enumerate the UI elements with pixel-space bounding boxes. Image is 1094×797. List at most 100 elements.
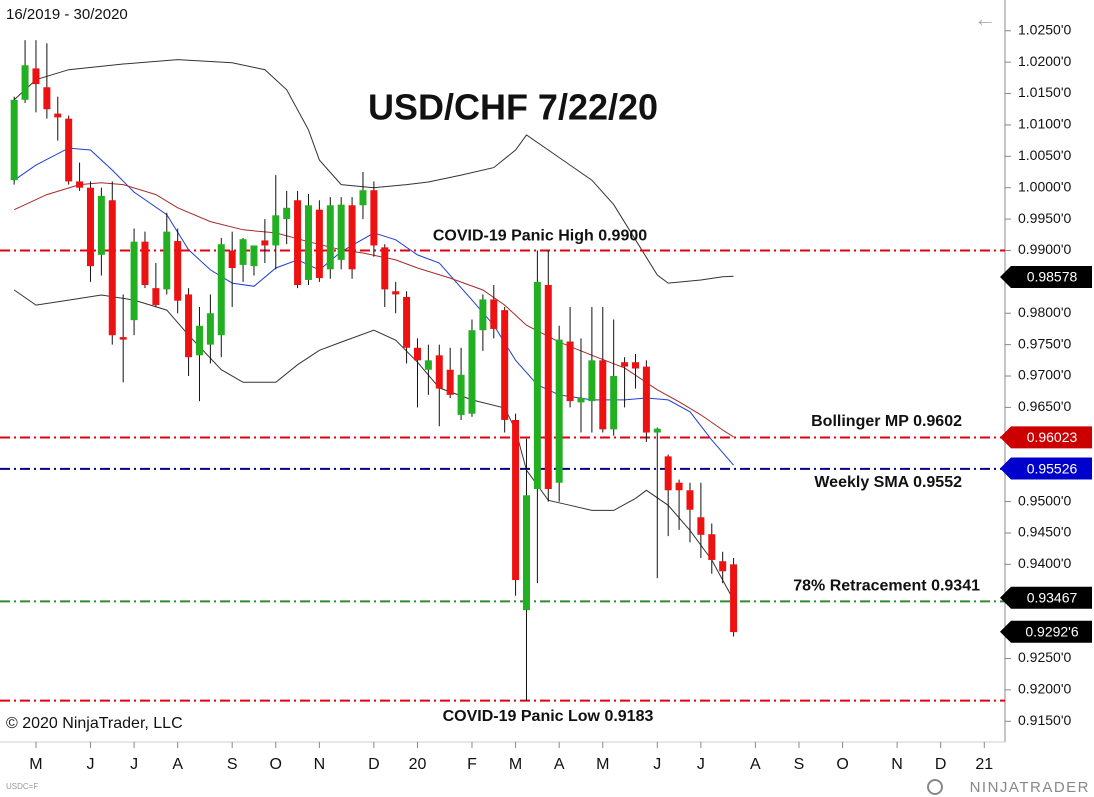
candle-body bbox=[326, 205, 334, 270]
candle-body bbox=[730, 564, 738, 633]
y-tick-label: 1.0200'0 bbox=[1018, 53, 1071, 69]
x-tick-label: M bbox=[29, 756, 42, 773]
y-tick-label: 0.9500'0 bbox=[1018, 492, 1071, 508]
price-marker-label: 0.96023 bbox=[1027, 429, 1078, 445]
date-range: 16/2019 - 30/2020 bbox=[6, 6, 128, 23]
y-tick-label: 0.9400'0 bbox=[1018, 555, 1071, 571]
candle-body bbox=[631, 362, 639, 369]
level-label: Bollinger MP 0.9602 bbox=[811, 413, 962, 430]
candle-body bbox=[512, 419, 520, 581]
candle-body bbox=[533, 281, 541, 490]
candle-body bbox=[304, 205, 312, 280]
x-tick-label: D bbox=[368, 756, 380, 773]
candle-body bbox=[250, 245, 258, 267]
candle-body bbox=[413, 347, 421, 361]
candle-body bbox=[501, 310, 509, 420]
candle-body bbox=[141, 241, 149, 285]
y-tick-label: 0.9450'0 bbox=[1018, 524, 1071, 540]
symbol-note: USDC=F bbox=[6, 782, 38, 791]
candle-body bbox=[348, 205, 356, 270]
x-tick-label: M bbox=[509, 756, 522, 773]
back-button[interactable]: ← bbox=[974, 6, 996, 31]
candle-body bbox=[185, 294, 193, 358]
candle-body bbox=[217, 244, 225, 336]
candle-body bbox=[599, 360, 607, 430]
candle-body bbox=[424, 360, 432, 370]
candle-body bbox=[359, 190, 367, 206]
candle-body bbox=[446, 369, 454, 395]
price-marker bbox=[1000, 457, 1092, 480]
candle-body bbox=[337, 204, 345, 260]
level-label: COVID-19 Panic Low 0.9183 bbox=[443, 708, 654, 725]
x-tick-label: F bbox=[467, 756, 477, 773]
price-marker-label: 0.93467 bbox=[1027, 590, 1078, 606]
candle-body bbox=[719, 561, 727, 572]
candle-body bbox=[163, 231, 171, 290]
y-tick-label: 0.9800'0 bbox=[1018, 304, 1071, 320]
price-marker-label: 0.98578 bbox=[1027, 269, 1078, 285]
candle-body bbox=[610, 376, 618, 430]
candle-body bbox=[10, 99, 18, 181]
candle-body bbox=[228, 250, 236, 269]
candle-body bbox=[642, 366, 650, 433]
x-tick-label: A bbox=[750, 756, 761, 773]
candle-body bbox=[675, 482, 683, 491]
candle-body bbox=[490, 299, 498, 329]
x-tick-label: S bbox=[794, 756, 805, 773]
y-tick-label: 1.0000'0 bbox=[1018, 178, 1071, 194]
y-tick-label: 1.0100'0 bbox=[1018, 116, 1071, 132]
y-tick-label: 0.9900'0 bbox=[1018, 241, 1071, 257]
x-tick-label: J bbox=[130, 756, 138, 773]
y-tick-label: 0.9250'0 bbox=[1018, 649, 1071, 665]
candle-body bbox=[522, 495, 530, 611]
candle-body bbox=[435, 355, 443, 389]
candle-body bbox=[544, 284, 552, 490]
candle-body bbox=[686, 490, 694, 510]
candle-body bbox=[381, 247, 389, 290]
x-tick-label: N bbox=[891, 756, 903, 773]
candle-body bbox=[32, 68, 40, 85]
x-tick-label: M bbox=[596, 756, 609, 773]
x-tick-label: J bbox=[653, 756, 661, 773]
x-tick-label: 20 bbox=[409, 756, 427, 773]
candle-body bbox=[315, 209, 323, 279]
level-label: 78% Retracement 0.9341 bbox=[793, 578, 980, 595]
price-marker bbox=[1000, 620, 1092, 643]
candle-body bbox=[21, 65, 29, 100]
candle-body bbox=[588, 360, 596, 402]
candle-body bbox=[206, 313, 214, 345]
price-marker-label: 0.95526 bbox=[1027, 460, 1078, 476]
candle-body bbox=[54, 113, 62, 118]
price-marker bbox=[1000, 426, 1092, 449]
x-tick-label: 21 bbox=[975, 756, 993, 773]
candle-body bbox=[239, 239, 247, 265]
candle-body bbox=[119, 337, 127, 340]
level-label: COVID-19 Panic High 0.9900 bbox=[433, 228, 647, 245]
y-tick-label: 1.0150'0 bbox=[1018, 84, 1071, 100]
price-marker-label: 0.9292'6 bbox=[1025, 623, 1078, 639]
y-tick-label: 0.9950'0 bbox=[1018, 210, 1071, 226]
candle-body bbox=[130, 241, 138, 321]
candle-body bbox=[697, 517, 705, 535]
candle-body bbox=[577, 397, 585, 403]
x-tick-label: D bbox=[935, 756, 947, 773]
candle-body bbox=[457, 374, 465, 415]
x-tick-label: O bbox=[270, 756, 282, 773]
y-tick-label: 1.0250'0 bbox=[1018, 21, 1071, 37]
candle-body bbox=[97, 195, 105, 255]
candle-body bbox=[708, 534, 716, 560]
y-tick-label: 0.9700'0 bbox=[1018, 367, 1071, 383]
overlay-line bbox=[13, 59, 734, 284]
candle-body bbox=[86, 187, 94, 267]
candle-body bbox=[370, 190, 378, 246]
candle-body bbox=[621, 362, 629, 367]
x-tick-label: O bbox=[836, 756, 848, 773]
candle-body bbox=[152, 288, 160, 306]
candle-body bbox=[261, 240, 269, 246]
x-tick-label: A bbox=[554, 756, 565, 773]
candle-body bbox=[174, 241, 182, 301]
candle-body bbox=[555, 339, 563, 483]
y-tick-label: 0.9150'0 bbox=[1018, 712, 1071, 728]
price-marker bbox=[1000, 586, 1092, 609]
x-tick-label: J bbox=[86, 756, 94, 773]
